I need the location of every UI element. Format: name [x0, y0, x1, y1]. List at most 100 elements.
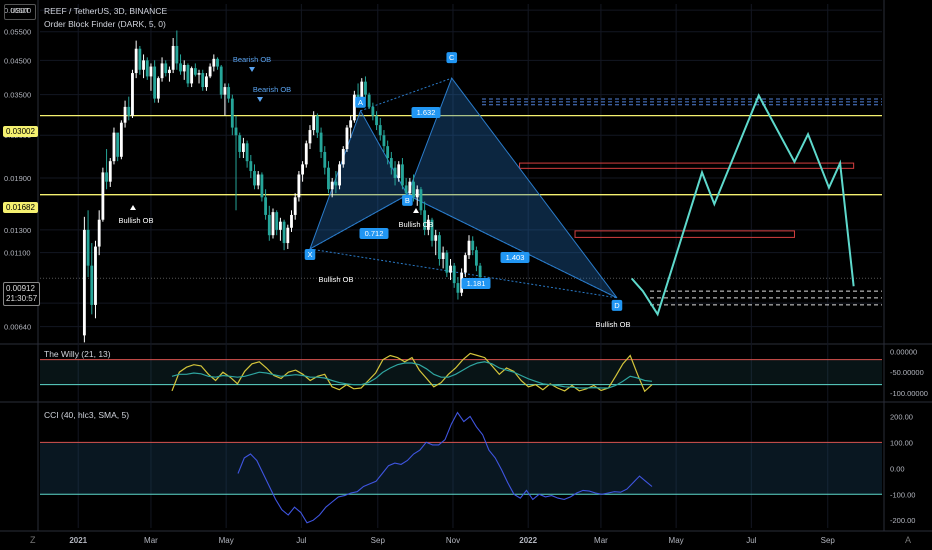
pattern-point-c-bg [446, 52, 458, 64]
candle-body [389, 158, 393, 168]
candle-body [419, 189, 423, 211]
candle-body [452, 265, 456, 284]
price-tick-label: 0.06500 [4, 6, 31, 15]
willy-series-line [171, 361, 653, 389]
candle-body [186, 64, 190, 84]
time-tick-label: Jul [746, 536, 756, 545]
projection-line [630, 93, 855, 317]
bearish-ob-marker [249, 67, 255, 72]
candle-body [193, 68, 197, 75]
candle-body [90, 265, 94, 305]
candle-body [149, 66, 153, 77]
auto-scale-icon[interactable]: A [905, 535, 912, 545]
ratio-label: 0.712 [365, 229, 384, 238]
candle-body [201, 73, 205, 88]
candle-body [367, 94, 371, 107]
cci-pane [40, 411, 882, 524]
countdown-value: 21:30:57 [6, 294, 38, 303]
cci-tick-label: 100.00 [890, 438, 913, 447]
bd-leg [407, 194, 618, 299]
level-badge-low: 0.01682 [3, 202, 38, 213]
candle-body [338, 164, 341, 186]
candle-body [134, 48, 138, 74]
time-tick-label: Nov [446, 536, 460, 545]
bearish-ob-box [519, 162, 855, 169]
currency-badge[interactable]: USDT [4, 4, 36, 20]
cci-band [40, 442, 882, 495]
candle-body [397, 164, 401, 179]
zoom-icon[interactable]: Z [30, 535, 36, 545]
candle-body [219, 66, 223, 95]
xab-triangle [309, 109, 409, 251]
candle-body [264, 197, 268, 215]
ratio-label: 1.632 [417, 108, 436, 117]
candle-body [438, 235, 441, 259]
bearish-ob-marker [257, 97, 263, 102]
candle-body [86, 229, 90, 266]
candle-body [116, 132, 120, 157]
willy-tick-label: -100.00000 [890, 389, 928, 398]
candle-body [223, 87, 227, 95]
candle-body [319, 132, 323, 152]
ratio-label: 1.403 [506, 253, 525, 262]
candle-body [142, 60, 145, 70]
candle-body [449, 265, 452, 273]
candle-body [312, 115, 316, 131]
ac-leg [360, 77, 452, 112]
candle-body [323, 151, 327, 168]
candle-body [253, 171, 256, 186]
pattern-point-x: X [307, 250, 312, 259]
harmonic-pattern [309, 77, 618, 299]
bearish-ob-tag: Bearish OB [253, 85, 291, 94]
xb-leg [309, 194, 408, 250]
pattern-point-a: A [358, 98, 363, 107]
candle-body [160, 63, 164, 79]
pattern-annotations: X A B C D 0.712 1.632 1.403 1.181 Bearish OB Beari… [118, 52, 631, 329]
pattern-point-d-bg [611, 299, 623, 311]
candle-body [123, 106, 127, 123]
candle-body [205, 76, 208, 88]
time-tick-label: Mar [594, 536, 608, 545]
candle-body [360, 81, 364, 99]
candle-body [301, 164, 305, 175]
candle-body [145, 60, 149, 77]
willy-series-line [171, 352, 653, 393]
candle-body [415, 189, 419, 198]
candle-body [190, 68, 194, 84]
time-tick-label: Sep [821, 536, 836, 545]
candle-body [467, 240, 471, 256]
candle-body [456, 283, 460, 293]
candle-body [127, 106, 131, 116]
price-tick-label: 0.03500 [4, 91, 31, 100]
projection-path [630, 93, 855, 317]
bullish-ob-marker [130, 205, 136, 210]
bullish-ob-tag: Bullish OB [595, 320, 630, 329]
candle-body [230, 98, 234, 128]
ratio-label-bg [461, 278, 491, 289]
time-tick-label: Sep [371, 536, 386, 545]
candle-body [471, 240, 475, 251]
candle-body [401, 164, 404, 186]
pattern-point-x-bg [304, 248, 316, 260]
ratio-label-bg [411, 107, 441, 118]
candle-body [286, 227, 290, 244]
time-tick-label: May [669, 536, 684, 545]
candle-body [423, 210, 427, 230]
cci-tick-label: 200.00 [890, 412, 913, 421]
candle-body [227, 87, 231, 99]
last-price-value: 0.00912 [6, 284, 35, 293]
candle-body [245, 143, 249, 162]
candle-body [260, 174, 264, 198]
candle-body [356, 94, 360, 99]
candle-body [375, 115, 378, 126]
bearish-ob-tag: Bearish OB [233, 55, 271, 64]
candle-body [426, 219, 430, 230]
candle-body [334, 181, 338, 186]
candle-body [308, 130, 312, 144]
candle-body [108, 161, 112, 182]
candle-body [478, 265, 482, 278]
bullish-ob-marker [413, 208, 419, 213]
time-tick-label: Mar [144, 536, 158, 545]
candle-body [297, 174, 301, 198]
